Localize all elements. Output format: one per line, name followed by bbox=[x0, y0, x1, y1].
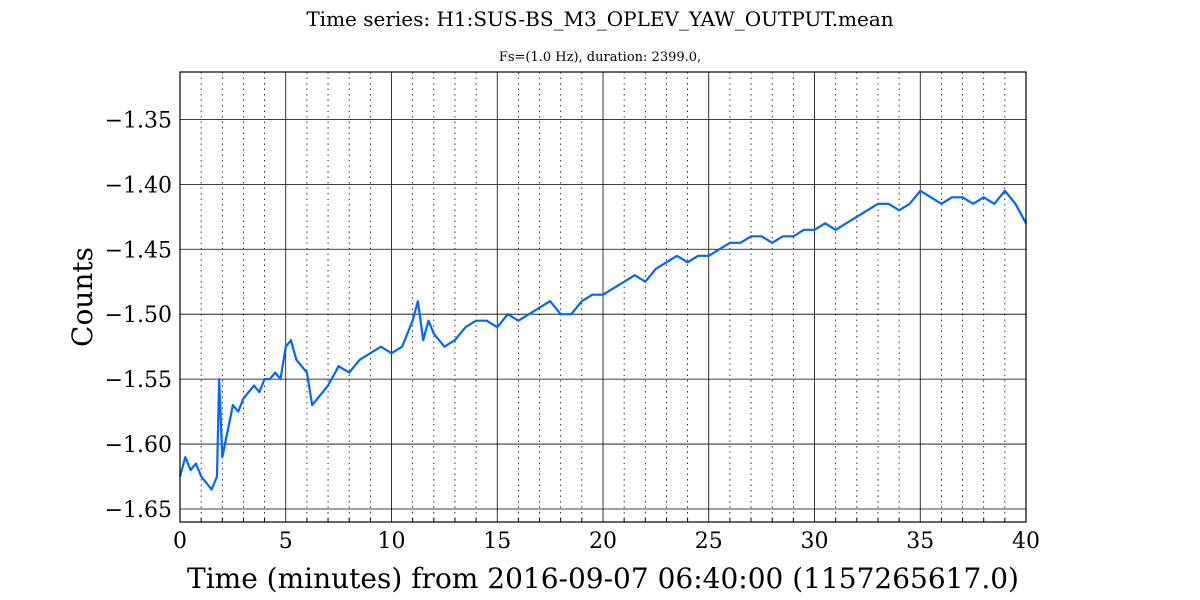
grid-layer bbox=[179, 72, 1027, 522]
x-tick-label: 40 bbox=[1012, 529, 1040, 554]
y-tick-label: −1.60 bbox=[105, 433, 172, 458]
series-line-0 bbox=[178, 189, 1027, 491]
y-axis-label: Counts bbox=[66, 247, 99, 347]
chart-subtitle: Fs=(1.0 Hz), duration: 2399.0, bbox=[498, 50, 702, 65]
x-tick-label: 25 bbox=[695, 529, 723, 554]
x-tick-label: 30 bbox=[801, 529, 829, 554]
x-tick-label: 15 bbox=[483, 529, 511, 554]
x-tick-label: 35 bbox=[906, 529, 934, 554]
labels-layer: 0 5 10 15 20 25 30 35 40 −1.65 −1.60 −1.55 −1.50 −1.4… bbox=[105, 108, 1040, 554]
y-tick-label: −1.65 bbox=[105, 498, 172, 523]
ticks-layer bbox=[200, 518, 1006, 522]
x-tick-label: 5 bbox=[279, 529, 293, 554]
y-tick-label: −1.45 bbox=[105, 238, 172, 263]
x-axis-label: Time (minutes) from 2016-09-07 06:40:00 … bbox=[187, 562, 1019, 595]
y-tick-label: −1.55 bbox=[105, 368, 172, 393]
plot-frame bbox=[179, 71, 1027, 523]
y-tick-label: −1.35 bbox=[105, 108, 172, 133]
series-layer bbox=[178, 189, 1027, 491]
chart-title: Time series: H1:SUS-BS_M3_OPLEV_YAW_OUTP… bbox=[306, 7, 894, 31]
x-tick-label: 10 bbox=[378, 529, 406, 554]
y-tick-label: −1.40 bbox=[105, 173, 172, 198]
y-tick-label: −1.50 bbox=[105, 303, 172, 328]
x-tick-label: 20 bbox=[589, 529, 617, 554]
x-tick-label: 0 bbox=[173, 529, 187, 554]
